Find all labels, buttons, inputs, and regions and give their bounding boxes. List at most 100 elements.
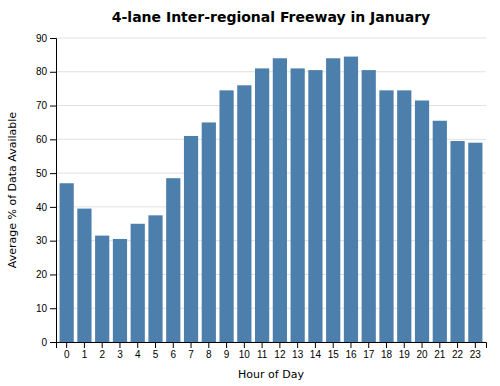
x-tick-mark	[226, 342, 227, 348]
bar	[166, 178, 180, 342]
y-tick-label: 20	[36, 269, 48, 280]
y-tick-mark	[50, 139, 56, 140]
x-tick-mark	[350, 342, 351, 348]
bars	[60, 57, 483, 342]
x-tick-mark	[439, 342, 440, 348]
grid	[56, 38, 486, 342]
x-tick-mark	[191, 342, 192, 348]
x-tick: 18	[381, 342, 393, 360]
y-tick: 30	[36, 235, 56, 246]
x-tick: 4	[135, 342, 141, 360]
x-tick-label: 22	[452, 349, 464, 360]
y-tick-label: 0	[41, 337, 47, 348]
title: 4-lane Inter-regional Freeway in January	[112, 9, 430, 25]
bar	[202, 122, 216, 342]
x-tick-mark	[457, 342, 458, 348]
x-tick-label: 19	[399, 349, 411, 360]
bar	[60, 183, 74, 342]
x-tick-label: 10	[239, 349, 251, 360]
bar	[362, 70, 376, 342]
x-tick: 5	[153, 342, 159, 360]
x-tick-label: 11	[257, 349, 268, 360]
x-tick: 1	[82, 342, 88, 360]
x-tick: 13	[292, 342, 304, 360]
x-tick: 12	[274, 342, 286, 360]
y-tick-mark	[50, 106, 56, 107]
y-tick-label: 70	[36, 100, 48, 111]
y-tick: 0	[41, 337, 56, 348]
x-tick: 9	[224, 342, 230, 360]
x-tick-mark	[368, 342, 369, 348]
y-axis-title: Average % of Data Available	[6, 112, 19, 268]
grid-line	[56, 38, 486, 39]
x-tick-mark	[386, 342, 387, 348]
x-tick-mark	[262, 342, 263, 348]
y-tick-label: 10	[36, 303, 48, 314]
y-tick: 70	[36, 100, 56, 111]
grid-line	[56, 71, 486, 72]
bar	[450, 141, 464, 342]
x-tick: 8	[206, 342, 212, 360]
x-tick-label: 18	[381, 349, 393, 360]
y-tick-label: 50	[36, 168, 48, 179]
bar	[184, 136, 198, 342]
bar	[326, 58, 340, 342]
x-tick-label: 13	[292, 349, 304, 360]
bar	[219, 90, 233, 342]
x-tick-label: 8	[206, 349, 212, 360]
y-tick-mark	[50, 38, 56, 39]
x-tick-mark	[404, 342, 405, 348]
x-tick-mark	[279, 342, 280, 348]
x-tick: 6	[170, 342, 176, 360]
x-tick: 17	[363, 342, 375, 360]
x-tick-mark	[475, 342, 476, 348]
y-axis-line	[50, 39, 57, 343]
x-axis-title: Hour of Day	[238, 368, 304, 381]
x-tick-label: 6	[170, 349, 176, 360]
x-tick: 10	[239, 342, 251, 360]
x-tick-mark	[208, 342, 209, 348]
y-tick: 40	[36, 202, 56, 213]
x-tick-label: 17	[363, 349, 375, 360]
y-tick: 90	[36, 33, 56, 44]
bar	[344, 57, 358, 342]
x-tick-label: 12	[274, 349, 286, 360]
x-tick: 0	[64, 342, 70, 360]
bar	[237, 85, 251, 342]
bar	[468, 143, 482, 342]
x-tick-mark	[422, 342, 423, 348]
x-tick-label: 16	[345, 349, 357, 360]
bar	[148, 215, 162, 342]
x-tick-mark	[66, 342, 67, 348]
y-tick-label: 60	[36, 134, 48, 145]
chart: 0102030405060708090012345678910111213141…	[0, 0, 500, 386]
x-tick: 11	[257, 342, 268, 360]
y-tick-mark	[50, 241, 56, 242]
x-tick: 3	[117, 342, 123, 360]
x-tick-label: 0	[64, 349, 70, 360]
x-tick: 20	[416, 342, 428, 360]
bar	[113, 239, 127, 342]
x-tick-mark	[155, 342, 156, 348]
x-tick-mark	[102, 342, 103, 348]
y-tick: 60	[36, 134, 56, 145]
y-tick-mark	[50, 274, 56, 275]
bar	[255, 68, 269, 342]
x-tick: 19	[399, 342, 411, 360]
x-tick-mark	[173, 342, 174, 348]
x-tick-label: 7	[188, 349, 194, 360]
y-axis: 0102030405060708090	[36, 33, 57, 348]
y-tick-mark	[50, 173, 56, 174]
x-tick-mark	[244, 342, 245, 348]
bar	[95, 236, 109, 342]
x-tick: 21	[434, 342, 446, 360]
bar	[415, 100, 429, 342]
x-tick-label: 1	[82, 349, 88, 360]
bar	[397, 90, 411, 342]
x-tick: 2	[99, 342, 105, 360]
x-axis-line	[57, 343, 487, 349]
x-tick-label: 3	[117, 349, 123, 360]
y-tick-mark	[50, 308, 56, 309]
bar	[273, 58, 287, 342]
y-tick: 20	[36, 269, 56, 280]
